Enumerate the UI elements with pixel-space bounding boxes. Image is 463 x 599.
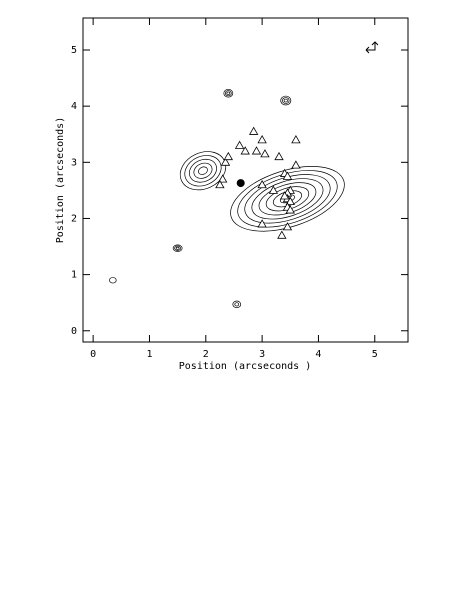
triangle-marker bbox=[251, 146, 262, 155]
triangle-marker bbox=[279, 191, 290, 200]
peak-marker bbox=[236, 179, 245, 188]
triangle-marker bbox=[282, 222, 293, 231]
y-tick-label: 4 bbox=[71, 101, 77, 112]
contour bbox=[179, 151, 227, 191]
triangle-marker bbox=[234, 140, 245, 149]
contour bbox=[226, 91, 231, 95]
triangle-marker bbox=[285, 205, 295, 214]
triangle-marker bbox=[257, 135, 267, 144]
x-tick-label: 5 bbox=[372, 349, 378, 360]
contour bbox=[244, 174, 331, 224]
contour bbox=[172, 244, 183, 252]
x-tick-label: 1 bbox=[146, 349, 152, 360]
triangle-marker bbox=[215, 179, 225, 189]
x-tick-label: 4 bbox=[315, 349, 321, 360]
contour bbox=[237, 170, 338, 228]
contour bbox=[224, 90, 232, 97]
contour bbox=[234, 302, 240, 307]
triangle-marker bbox=[257, 179, 267, 189]
compass bbox=[365, 41, 379, 54]
y-tick-label: 0 bbox=[71, 326, 77, 337]
contour bbox=[251, 178, 324, 220]
y-tick-label: 3 bbox=[71, 157, 77, 168]
contour bbox=[175, 246, 180, 250]
contour bbox=[184, 155, 222, 187]
contour bbox=[109, 277, 117, 284]
y-axis-label: Position (arcseconds) bbox=[55, 117, 66, 243]
contour bbox=[272, 190, 303, 208]
y-tick-label: 2 bbox=[71, 213, 77, 224]
x-tick-label: 2 bbox=[203, 349, 209, 360]
x-tick-label: 0 bbox=[90, 349, 96, 360]
contour bbox=[280, 95, 292, 106]
contour bbox=[198, 166, 208, 175]
triangle-marker bbox=[291, 135, 301, 144]
x-axis-label: Position (arcseconds ) bbox=[179, 361, 311, 372]
contour bbox=[232, 300, 242, 309]
triangle-marker bbox=[223, 151, 234, 161]
plot-frame bbox=[82, 17, 409, 343]
triangle-marker bbox=[260, 149, 270, 158]
triangle-marker bbox=[291, 160, 301, 169]
contour bbox=[282, 97, 290, 104]
contour bbox=[193, 162, 213, 179]
contour bbox=[188, 158, 217, 183]
triangle-marker bbox=[217, 174, 228, 183]
triangle-marker bbox=[268, 185, 279, 194]
triangle-marker bbox=[282, 171, 293, 180]
contour bbox=[223, 88, 234, 98]
triangle-marker bbox=[285, 196, 295, 206]
y-tick-label: 5 bbox=[71, 45, 77, 56]
x-tick-label: 3 bbox=[259, 349, 265, 360]
y-tick-label: 1 bbox=[71, 270, 77, 281]
contour bbox=[174, 245, 181, 251]
contour bbox=[230, 166, 345, 232]
contour bbox=[283, 98, 288, 103]
triangle-marker bbox=[274, 151, 284, 161]
triangle-marker bbox=[240, 146, 250, 155]
triangle-marker bbox=[257, 219, 267, 228]
triangle-marker bbox=[277, 230, 287, 239]
triangle-marker bbox=[248, 126, 259, 135]
triangle-marker bbox=[220, 157, 231, 166]
